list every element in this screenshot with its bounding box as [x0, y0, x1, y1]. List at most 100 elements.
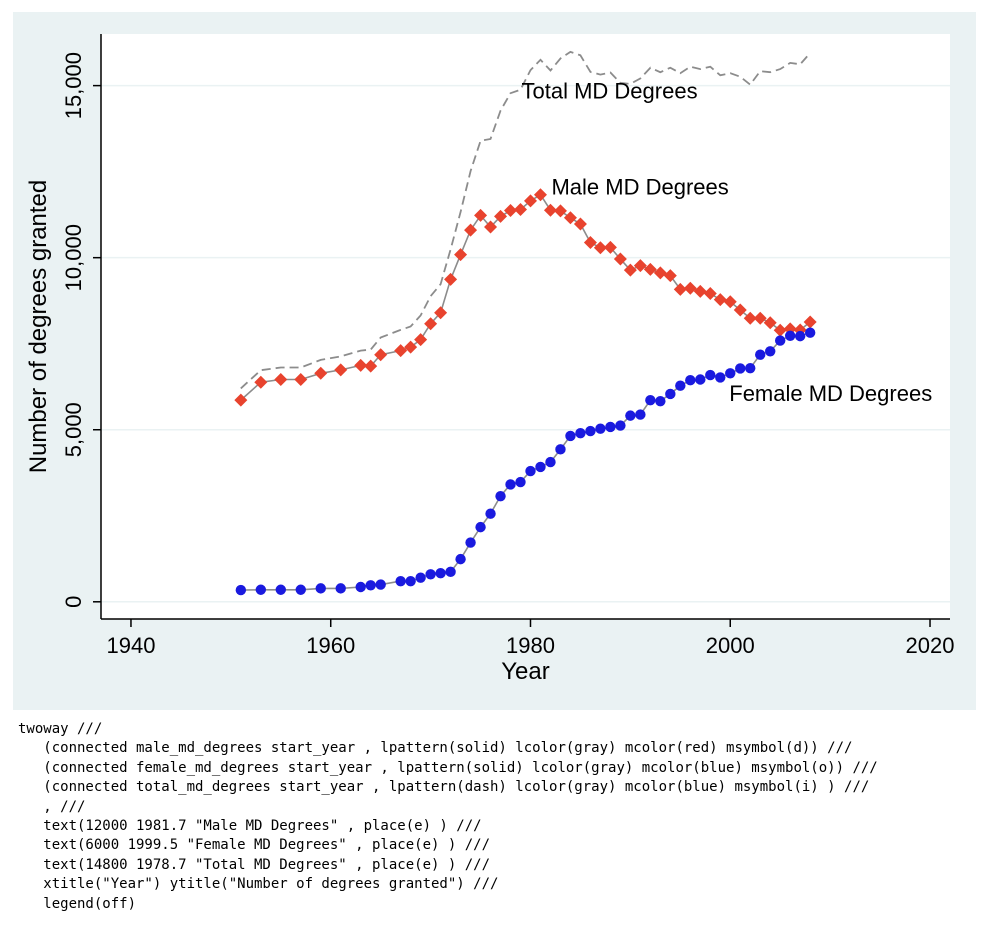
female-data-point — [445, 566, 456, 578]
female-data-point — [794, 330, 806, 342]
series-male-md-degrees — [234, 188, 817, 407]
y-tick-label: 10,000 — [61, 224, 86, 291]
male-data-point — [404, 340, 418, 354]
male-data-point — [653, 266, 667, 280]
female-data-point — [535, 461, 546, 473]
female-data-point — [365, 580, 376, 591]
female-data-point — [635, 409, 646, 420]
female-data-point — [595, 423, 606, 434]
male-data-point — [464, 223, 478, 237]
male-data-point — [573, 217, 587, 231]
gridlines — [101, 84, 950, 603]
female-data-point — [255, 584, 267, 595]
female-data-point — [275, 584, 286, 595]
male-data-point — [673, 282, 687, 296]
female-data-point — [495, 490, 506, 502]
x-tick-label: 2000 — [706, 633, 755, 658]
female-data-point — [235, 584, 247, 596]
male-data-point — [514, 203, 528, 216]
male-data-point — [803, 315, 817, 329]
male-data-point — [414, 333, 428, 347]
female-data-point — [515, 476, 526, 488]
code-line: (connected total_md_degrees start_year ,… — [18, 779, 870, 796]
series-total-md-degrees — [240, 50, 811, 390]
male-data-point — [274, 372, 288, 386]
female-data-point — [695, 374, 706, 385]
female-data-point — [645, 394, 656, 406]
male-data-point — [723, 295, 737, 309]
male-data-point — [334, 363, 348, 377]
female-data-point — [505, 479, 516, 490]
y-axis-title: Number of degrees granted — [25, 180, 52, 474]
male-data-point — [563, 211, 577, 225]
male-data-point — [394, 344, 408, 358]
female-data-point — [675, 380, 686, 391]
male-data-point — [314, 366, 328, 380]
y-tick-label: 15,000 — [61, 52, 86, 119]
male-data-point — [663, 269, 677, 283]
female-data-point — [375, 579, 386, 590]
female-data-point — [295, 584, 306, 595]
male-data-point — [374, 348, 388, 362]
female-data-point — [475, 521, 486, 533]
code-line: xtitle("Year") ytitle("Number of degrees… — [18, 876, 499, 893]
male-data-point — [693, 284, 707, 298]
female-data-point — [784, 330, 796, 341]
female-data-point — [775, 335, 786, 346]
female-data-point — [565, 430, 576, 442]
male-data-point — [603, 240, 617, 254]
code-line: text(14800 1978.7 "Total MD Degrees" , p… — [18, 856, 491, 873]
male-data-point — [444, 272, 458, 286]
female-data-point — [405, 575, 416, 587]
stata-code-block: twoway /// (connected male_md_degrees st… — [18, 720, 993, 914]
male-data-point — [633, 259, 647, 273]
female-data-point — [355, 581, 366, 593]
female-data-point — [755, 349, 766, 360]
male-data-point — [294, 372, 308, 386]
code-line: twoway /// — [18, 721, 103, 737]
female-data-point — [555, 444, 566, 455]
male-data-point — [424, 317, 438, 331]
female-data-point — [705, 369, 716, 381]
male-data-point — [543, 203, 557, 217]
male-data-point — [743, 311, 757, 325]
chart: 0 5,000 10,000 15,000 1940 1960 1980 2000 2020 Ye… — [13, 12, 976, 710]
series-line — [240, 50, 811, 390]
male-data-point — [763, 316, 777, 330]
x-tick-label: 1960 — [306, 633, 355, 658]
y-tick-label: 5,000 — [61, 402, 86, 457]
x-tick-label: 2020 — [906, 633, 955, 658]
female-data-point — [435, 568, 446, 579]
female-data-point — [485, 508, 496, 519]
male-data-point — [523, 194, 537, 208]
male-data-point — [583, 236, 597, 250]
female-data-point — [745, 362, 756, 374]
male-data-point — [753, 311, 767, 325]
male-data-point — [484, 220, 498, 234]
code-line: (connected female_md_degrees start_year … — [18, 759, 878, 776]
code-line: , /// — [18, 798, 86, 815]
chart-panel: 0 5,000 10,000 15,000 1940 1960 1980 2000 2020 Ye… — [13, 12, 976, 710]
male-data-point — [623, 263, 637, 277]
male-data-point — [494, 209, 508, 223]
code-line: (connected male_md_degrees start_year , … — [18, 740, 853, 757]
female-data-point — [715, 372, 726, 383]
male-data-point — [533, 188, 547, 202]
male-data-point — [364, 359, 378, 373]
male-data-point — [613, 252, 627, 266]
female-data-point — [615, 420, 626, 431]
male-data-point — [593, 241, 607, 255]
male-data-point — [234, 393, 248, 407]
female-data-point — [335, 583, 346, 594]
female-data-point — [685, 374, 696, 386]
x-tick-label: 1940 — [106, 633, 155, 658]
female-data-point — [625, 410, 636, 421]
female-data-point — [665, 388, 676, 400]
female-data-point — [395, 575, 406, 587]
annotation-label: Total MD Degrees — [522, 78, 698, 103]
male-data-point — [683, 281, 697, 295]
female-data-point — [425, 569, 436, 580]
female-data-point — [605, 421, 616, 433]
y-tick-label: 0 — [61, 596, 86, 608]
female-data-point — [585, 425, 596, 437]
